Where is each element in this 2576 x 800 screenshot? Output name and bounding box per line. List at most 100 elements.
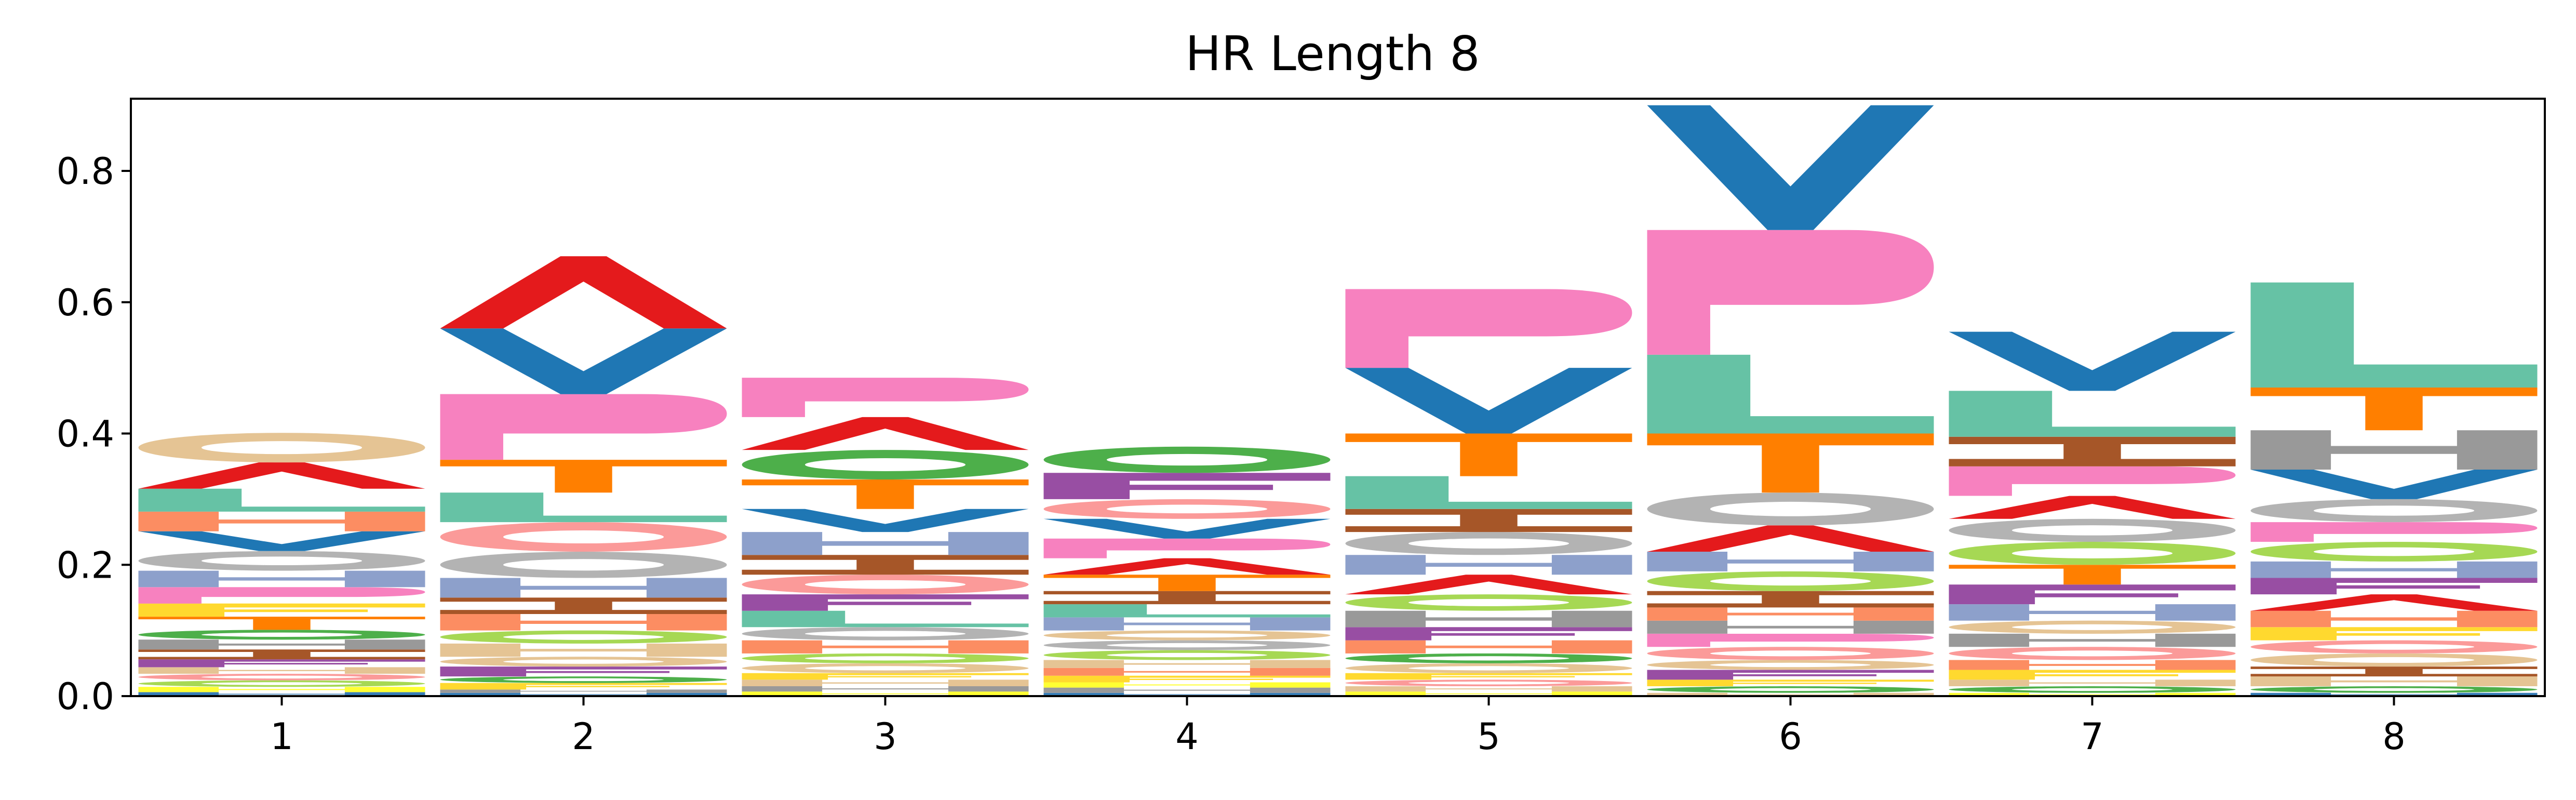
logo-letter-D — [1043, 446, 1331, 473]
logo-letter-G — [1647, 492, 1934, 526]
logo-letter-T — [138, 617, 425, 630]
logo-column-1 — [138, 433, 425, 696]
logo-letter-Q — [742, 575, 1029, 595]
logo-letter-V — [138, 531, 425, 551]
logo-letter-Q — [2250, 640, 2538, 654]
logo-letter-T — [440, 460, 727, 493]
plot-area — [138, 105, 2538, 696]
logo-letter-G — [742, 627, 1029, 641]
logo-letter-L — [1043, 604, 1331, 618]
logo-letter-F — [440, 666, 727, 677]
logo-letter-G — [1345, 532, 1632, 555]
logo-letter-H — [1043, 617, 1331, 631]
logo-letter-V — [1043, 518, 1331, 539]
logo-column-8 — [2250, 282, 2538, 696]
logo-letter-R — [1345, 610, 1632, 628]
logo-letter-N — [1345, 686, 1632, 692]
logo-letter-H — [742, 532, 1029, 555]
logo-letter-Y — [1345, 691, 1632, 696]
logo-letter-A — [138, 462, 425, 489]
logo-letter-I — [742, 555, 1029, 575]
logo-letter-S — [2250, 653, 2538, 667]
logo-letter-N — [440, 643, 727, 657]
logo-letter-H — [1949, 604, 2236, 621]
logo-letter-D — [1647, 686, 1934, 693]
logo-letter-C — [1345, 594, 1632, 611]
logo-letter-K — [2250, 610, 2538, 628]
logo-letter-D — [1949, 686, 2236, 693]
logo-letter-Y — [138, 687, 425, 692]
logo-letter-I — [440, 597, 727, 614]
logo-letter-G — [1043, 640, 1331, 650]
logo-letter-K — [1949, 660, 2236, 670]
logo-letter-S — [1345, 663, 1632, 673]
logo-letter-D — [138, 630, 425, 640]
logo-letter-T — [1043, 575, 1331, 591]
logo-letter-H — [440, 578, 727, 598]
logo-letter-C — [1949, 542, 2236, 565]
logo-letter-F — [1647, 670, 1934, 680]
logo-letter-I — [2250, 666, 2538, 677]
logo-letter-P — [1647, 633, 1934, 647]
logo-letter-K — [742, 640, 1029, 654]
logo-column-6 — [1647, 105, 1934, 696]
logo-letter-K — [1043, 668, 1331, 676]
logo-letter-R — [1043, 687, 1331, 693]
logo-letter-S — [440, 657, 727, 667]
logo-letter-H — [138, 570, 425, 588]
logo-letter-C — [440, 630, 727, 644]
y-tick-label: 0.4 — [57, 413, 114, 456]
logo-letter-D — [742, 450, 1029, 479]
logo-letter-P — [1345, 289, 1632, 368]
logo-letter-Y — [1043, 682, 1331, 688]
logo-letter-R — [1647, 620, 1934, 634]
logo-letter-F — [1949, 584, 2236, 605]
logo-letter-L — [138, 488, 425, 512]
x-tick-label: 6 — [1779, 715, 1802, 758]
axes: 0.0 0.2 0.4 0.6 0.8 1 2 3 4 5 6 7 8 — [57, 98, 2546, 758]
logo-letter-R — [440, 689, 727, 693]
logo-letter-K — [1647, 607, 1934, 621]
logo-letter-Q — [440, 522, 727, 552]
logo-letter-G — [440, 551, 727, 578]
logo-letter-P — [138, 587, 425, 604]
logo-letter-A — [440, 256, 727, 329]
logo-letter-S — [1647, 660, 1934, 670]
logo-letter-L — [2250, 282, 2538, 388]
logo-letter-F — [2250, 578, 2538, 595]
logo-letter-K — [1345, 640, 1632, 654]
logo-letter-N — [742, 679, 1029, 686]
logo-letter-R — [2250, 430, 2538, 470]
logo-letter-G — [138, 551, 425, 571]
logo-letter-R — [1949, 633, 2236, 647]
logo-letter-A — [1345, 575, 1632, 595]
logo-letter-E — [742, 673, 1029, 680]
logo-letter-L — [440, 492, 727, 523]
logo-letter-F — [742, 594, 1029, 611]
logo-letter-C — [1043, 650, 1331, 660]
logo-letter-I — [1949, 436, 2236, 466]
logo-letter-H — [1647, 552, 1934, 571]
logo-letter-V — [2250, 470, 2538, 499]
logo-letter-L — [1345, 476, 1632, 509]
logo-letter-Q — [1043, 499, 1331, 519]
logo-letter-S — [1043, 630, 1331, 641]
logo-letter-T — [1949, 565, 2236, 585]
logo-letter-F — [1043, 473, 1331, 499]
logo-letter-P — [742, 378, 1029, 417]
logo-letter-L — [1949, 391, 2236, 437]
logo-letter-E — [1949, 670, 2236, 680]
logo-letter-P — [1949, 466, 2236, 496]
logo-letter-I — [1345, 509, 1632, 532]
logo-letter-G — [1949, 518, 2236, 542]
logo-letter-E — [2250, 627, 2538, 641]
logo-letter-E — [1043, 675, 1331, 683]
logo-letter-A — [1949, 496, 2236, 519]
logo-letter-Q — [1647, 647, 1934, 660]
logo-letter-P — [440, 394, 727, 460]
logo-letter-P — [1043, 538, 1331, 558]
x-tick-label: 5 — [1477, 715, 1500, 758]
logo-letter-A — [2250, 594, 2538, 611]
logo-letter-T — [1647, 433, 1934, 493]
